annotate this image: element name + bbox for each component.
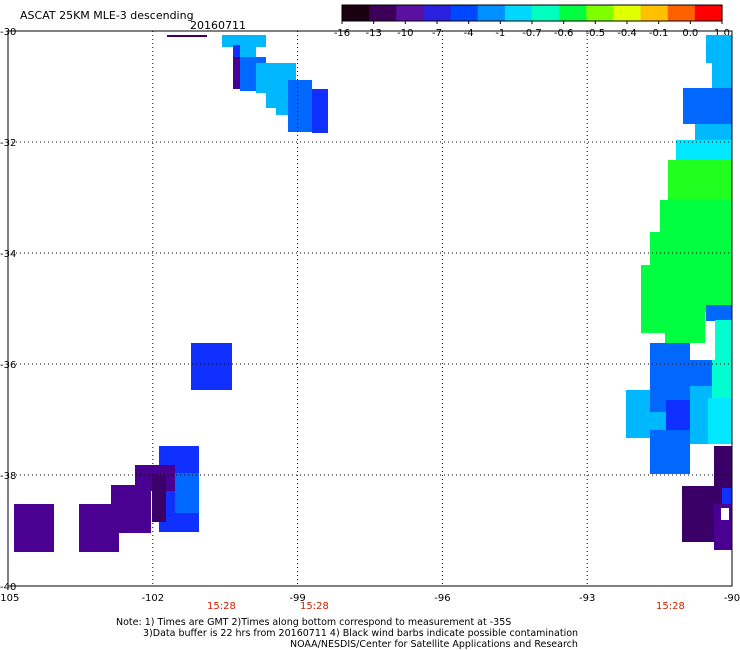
colorbar-segment [667,5,696,21]
colorbar-label: -0.7 [522,28,542,39]
longitude-label: -105 [0,593,19,604]
colorbar-label: -7 [432,28,442,39]
longitude-label: -96 [434,593,450,604]
longitude-label: -102 [141,593,164,604]
colorbar-label: -4 [464,28,474,39]
time-label-3: 15:28 [656,601,685,612]
wind-cell [222,35,266,47]
wind-cell [722,488,732,504]
wind-cell [708,398,732,444]
wind-cell [650,430,690,474]
colorbar-segment [694,5,723,21]
longitude-label: -90 [724,593,740,604]
colorbar-label: -0.6 [554,28,574,39]
latitude-label: -38 [0,471,16,482]
latitude-label: -36 [0,360,16,371]
colorbar-segment [532,5,560,21]
wind-cell [312,89,328,133]
wind-cell [152,476,166,522]
colorbar-label: -13 [365,28,381,39]
latitude-label: -32 [0,138,16,149]
missing-cell [721,508,729,520]
colorbar-label: -0.4 [617,28,637,39]
product-date: 20160711 [190,19,246,32]
latitude-label: -34 [0,249,16,260]
colorbar-segment [423,5,452,21]
wind-cell [79,504,119,552]
wind-cell [706,35,732,63]
colorbar-labels: -16 -13 -10 -7 -4 -1 -0.7 -0.6 -0.5 -0.4 -0.1 0.0 1.… [334,21,730,39]
wind-cell [712,360,732,400]
colorbar-segment [477,5,506,21]
wind-cell [14,504,54,552]
colorbar-segment [504,5,533,21]
colorbar-label: 0.0 [682,28,698,39]
wind-cell [706,305,732,321]
map-frame [7,30,733,587]
wind-cell [288,80,312,132]
colorbar-label: -0.1 [649,28,669,39]
wind-cell [276,95,288,115]
latitude-label: -30 [0,27,16,38]
longitude-label: -99 [289,593,305,604]
latitude-labels: -30 -32 -34 -36 -38 -40 [0,27,16,593]
wind-cell [715,320,732,360]
colorbar-segment [640,5,669,21]
colorbar-label: -10 [397,28,413,39]
wind-cell [175,473,199,513]
time-label-2: 15:28 [300,601,329,612]
colorbar-segment [559,5,587,21]
colorbar-label: -16 [334,28,350,39]
footer-credit: NOAA/NESDIS/Center for Satellite Applica… [290,639,578,650]
colorbar-segment [586,5,615,21]
colorbar-segment [613,5,642,21]
wind-cell [712,63,732,88]
colorbar-segment [450,5,479,21]
latitude-label: -40 [0,582,16,593]
colorbar-label: -0.5 [586,28,606,39]
product-title: ASCAT 25KM MLE-3 descending [20,9,194,22]
colorbar-label: 1.0 [714,28,730,39]
wind-cell [714,446,732,494]
colorbar-label: -1 [495,28,505,39]
time-label-1: 15:28 [207,601,236,612]
wind-cell [683,88,732,124]
longitude-label: -93 [579,593,595,604]
wind-cells [14,35,732,552]
footer-note-line1: Note: 1) Times are GMT 2)Times along bot… [116,617,511,628]
wind-cell [233,57,241,89]
longitude-labels: -105 -102 -99 -96 -93 -90 [0,593,740,604]
wind-cell [191,343,232,390]
colorbar-segment [396,5,425,21]
colorbar-segment [342,5,370,21]
footer-note-line2: 3)Data buffer is 22 hrs from 20160711 4)… [143,628,578,639]
colorbar-segment [369,5,397,21]
colorbar [341,4,723,22]
wind-cell [665,300,705,343]
